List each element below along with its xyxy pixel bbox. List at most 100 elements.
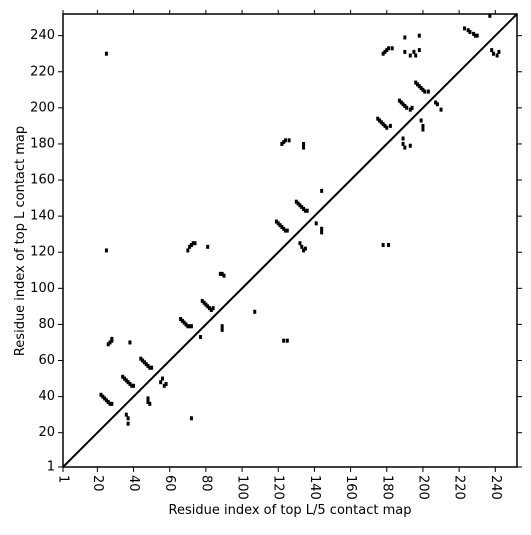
contact-point (184, 322, 188, 327)
contact-point (285, 228, 289, 233)
contact-point (128, 340, 132, 345)
contact-point (421, 87, 425, 92)
contact-point (381, 122, 385, 127)
contact-point (189, 243, 193, 248)
contact-point (132, 383, 136, 388)
x-tick-label: 60 (162, 475, 177, 492)
contact-point (417, 33, 421, 38)
contact-point (124, 378, 128, 383)
contact-point (148, 401, 152, 406)
contact-point (104, 248, 108, 253)
contact-point (211, 306, 215, 311)
y-tick-label: 100 (30, 281, 55, 296)
contact-point (280, 224, 284, 229)
contact-point (439, 107, 443, 112)
contact-point (408, 107, 412, 112)
y-tick-label: 160 (30, 173, 55, 188)
contact-point (285, 338, 289, 343)
contact-point (130, 383, 134, 388)
contact-point (387, 46, 391, 51)
contact-point (191, 241, 195, 246)
contact-point (387, 243, 391, 248)
contact-point (416, 82, 420, 87)
contact-point (106, 400, 110, 405)
contact-point (472, 31, 476, 36)
contact-point (186, 248, 190, 253)
contact-point (164, 381, 168, 386)
y-tick-label: 120 (30, 245, 55, 260)
contact-point (468, 30, 472, 35)
contact-point (320, 226, 324, 231)
contact-point (206, 244, 210, 249)
contact-point (220, 327, 224, 332)
contact-point (403, 49, 407, 54)
contact-point (180, 318, 184, 323)
contact-point (126, 380, 130, 385)
contact-point (473, 33, 477, 38)
contact-point (99, 392, 103, 397)
contact-point (314, 221, 318, 226)
contact-point (302, 206, 306, 211)
contact-point (283, 228, 287, 233)
contact-point (188, 244, 192, 249)
x-tick-label: 220 (452, 475, 467, 500)
contact-point (320, 188, 324, 193)
contact-point (390, 46, 394, 51)
contact-point (320, 230, 324, 235)
contact-point (222, 273, 226, 278)
contact-point (124, 412, 128, 417)
contact-point (300, 205, 304, 210)
x-tick-label: 100 (235, 475, 250, 500)
contact-point (278, 223, 282, 228)
contact-point (300, 244, 304, 249)
contact-point (193, 241, 197, 246)
contact-point (282, 226, 286, 231)
contact-point (488, 13, 492, 18)
contact-point (296, 201, 300, 206)
x-tick-label: 40 (126, 475, 141, 492)
contact-point (399, 100, 403, 105)
contact-point (403, 104, 407, 109)
contact-point (141, 358, 145, 363)
x-tick-label: 20 (90, 475, 105, 492)
contact-point (198, 335, 202, 340)
contact-point (491, 51, 495, 56)
contact-point (139, 356, 143, 361)
contact-point (104, 398, 108, 403)
contact-point (106, 342, 110, 347)
contact-point (412, 49, 416, 54)
contact-point (200, 298, 204, 303)
contact-point (403, 145, 407, 150)
contact-point (218, 271, 222, 276)
x-tick-label: 80 (198, 475, 213, 492)
contact-point (298, 241, 302, 246)
contact-point (206, 304, 210, 309)
x-tick-label: 1 (56, 475, 71, 483)
contact-point (189, 416, 193, 421)
contact-point (209, 307, 213, 312)
contact-point (220, 271, 224, 276)
x-tick-label: 200 (415, 475, 430, 500)
contact-point (423, 89, 427, 94)
contact-point (434, 100, 438, 105)
x-axis-label: Residue index of top L/5 contact map (169, 503, 412, 518)
contact-point (126, 416, 130, 421)
contact-point (303, 246, 307, 251)
y-tick-label: 20 (38, 425, 55, 440)
contact-point (383, 123, 387, 128)
y-tick-label: 200 (30, 100, 55, 115)
contact-point (426, 89, 430, 94)
contact-point (381, 243, 385, 248)
contact-point (188, 324, 192, 329)
contact-point (490, 48, 494, 53)
contact-point (302, 141, 306, 146)
x-tick-label: 180 (379, 475, 394, 500)
y-tick-label: 240 (30, 28, 55, 43)
y-tick-label: 40 (38, 389, 55, 404)
contact-point (385, 125, 389, 130)
contact-point (303, 208, 307, 213)
contact-point (401, 141, 405, 146)
contact-point (126, 421, 130, 426)
contact-point (302, 145, 306, 150)
